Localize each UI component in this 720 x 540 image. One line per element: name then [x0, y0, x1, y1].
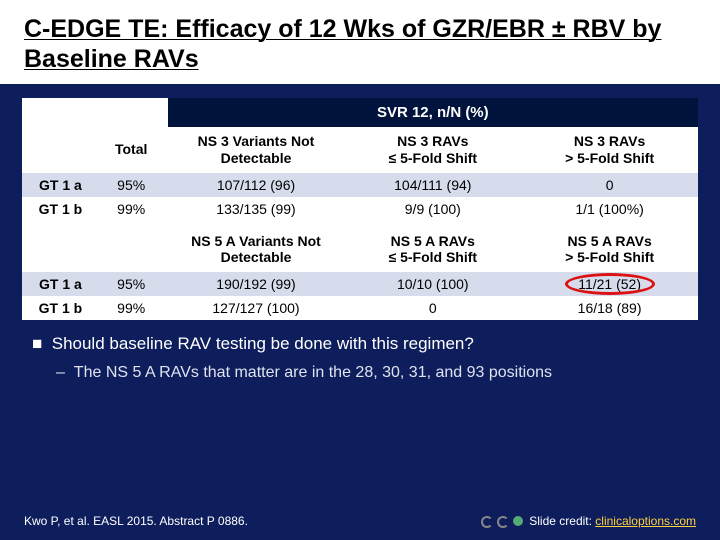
s2r1-c2: 0 [344, 296, 521, 320]
cco-logo-icon [481, 516, 523, 528]
slide-title: C-EDGE TE: Efficacy of 12 Wks of GZR/EBR… [24, 14, 696, 74]
s1r0-c1: 107/112 (96) [168, 173, 345, 197]
col-s1-2: NS 3 RAVs> 5-Fold Shift [521, 127, 698, 173]
s1r1-label: GT 1 b [22, 197, 95, 221]
citation: Kwo P, et al. EASL 2015. Abstract P 0886… [24, 514, 248, 528]
data-table: SVR 12, n/N (%) Total NS 3 Variants Not … [22, 98, 698, 320]
s1r0-c2: 104/111 (94) [344, 173, 521, 197]
title-block: C-EDGE TE: Efficacy of 12 Wks of GZR/EBR… [0, 0, 720, 84]
col-total-2 [95, 227, 168, 273]
blank-total-top [95, 98, 168, 127]
slide-credit: Slide credit: clinicaloptions.com [473, 514, 696, 528]
s1r1-c3: 1/1 (100%) [521, 197, 698, 221]
footer: Kwo P, et al. EASL 2015. Abstract P 0886… [24, 514, 696, 528]
col-s1-0: NS 3 Variants Not Detectable [168, 127, 345, 173]
s1r0-c3: 0 [521, 173, 698, 197]
bullet-block: ■ Should baseline RAV testing be done wi… [28, 334, 692, 382]
blank-corner [22, 98, 95, 127]
s2r0-total: 95% [95, 272, 168, 296]
s2r1-label: GT 1 b [22, 296, 95, 320]
s2r0-c3: 11/21 (52) [521, 272, 698, 296]
s2r0-c3-val: 11/21 (52) [578, 276, 641, 292]
col-s2-2: NS 5 A RAVs> 5-Fold Shift [521, 227, 698, 273]
dash-bullet-icon: – [56, 364, 65, 381]
s2r0-label: GT 1 a [22, 272, 95, 296]
s2r1-total: 99% [95, 296, 168, 320]
col-s1-1: NS 3 RAVs≤ 5-Fold Shift [344, 127, 521, 173]
s1r1-total: 99% [95, 197, 168, 221]
credit-prefix: Slide credit: [529, 514, 595, 528]
s2r0-c1: 190/192 (99) [168, 272, 345, 296]
col-blank-2 [22, 227, 95, 273]
s2r0-c2: 10/10 (100) [344, 272, 521, 296]
col-s2-1: NS 5 A RAVs≤ 5-Fold Shift [344, 227, 521, 273]
span-header: SVR 12, n/N (%) [168, 98, 698, 127]
col-total: Total [95, 127, 168, 173]
col-blank [22, 127, 95, 173]
s1r0-label: GT 1 a [22, 173, 95, 197]
s1r0-total: 95% [95, 173, 168, 197]
bullet-question: ■ Should baseline RAV testing be done wi… [28, 334, 692, 354]
bullet-question-text: Should baseline RAV testing be done with… [52, 334, 474, 353]
square-bullet-icon: ■ [32, 334, 42, 353]
s2r1-c1: 127/127 (100) [168, 296, 345, 320]
credit-link[interactable]: clinicaloptions.com [595, 514, 696, 528]
s1r1-c1: 133/135 (99) [168, 197, 345, 221]
bullet-sub-text: The NS 5 A RAVs that matter are in the 2… [74, 364, 552, 381]
col-s2-0: NS 5 A Variants Not Detectable [168, 227, 345, 273]
bullet-sub: – The NS 5 A RAVs that matter are in the… [28, 364, 692, 382]
s2r1-c3: 16/18 (89) [521, 296, 698, 320]
s1r1-c2: 9/9 (100) [344, 197, 521, 221]
